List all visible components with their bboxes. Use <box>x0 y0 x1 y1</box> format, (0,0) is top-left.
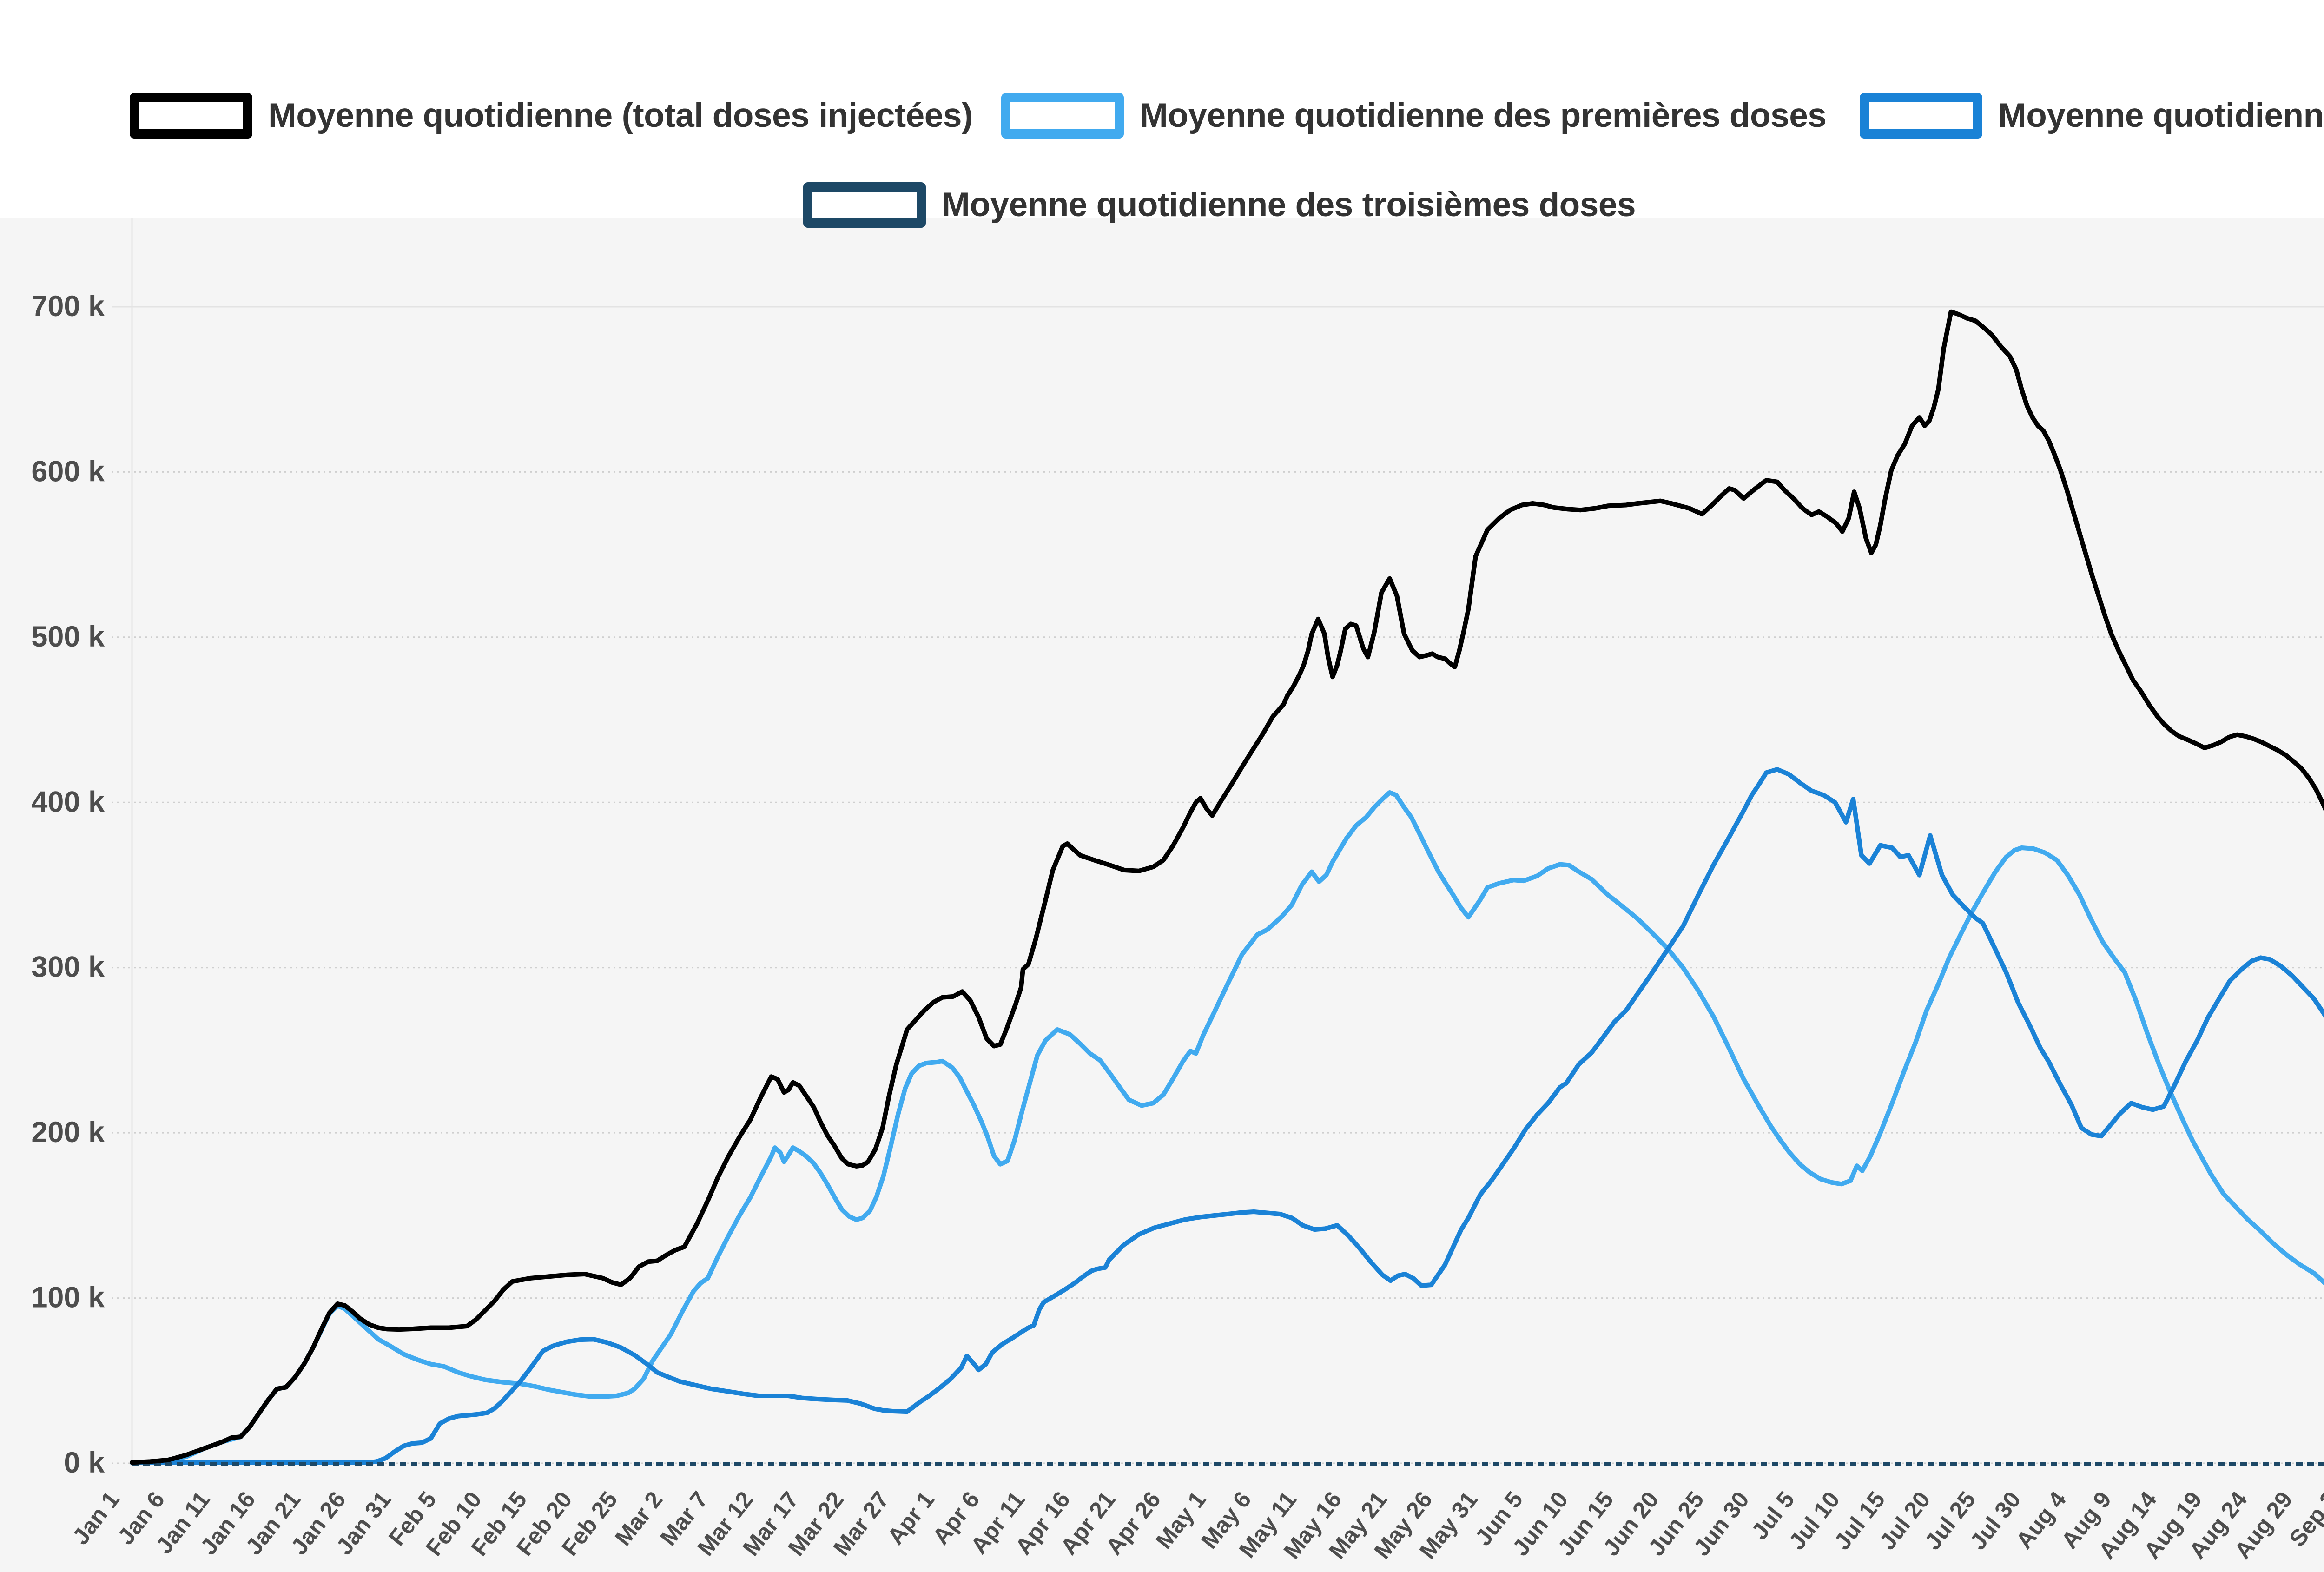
svg-text:300 k: 300 k <box>31 951 105 984</box>
svg-text:700 k: 700 k <box>31 290 105 323</box>
svg-text:0 k: 0 k <box>64 1447 105 1479</box>
svg-text:500 k: 500 k <box>31 621 105 653</box>
svg-text:600 k: 600 k <box>31 455 105 488</box>
svg-text:100 k: 100 k <box>31 1281 105 1314</box>
svg-text:200 k: 200 k <box>31 1116 105 1149</box>
svg-text:400 k: 400 k <box>31 786 105 818</box>
